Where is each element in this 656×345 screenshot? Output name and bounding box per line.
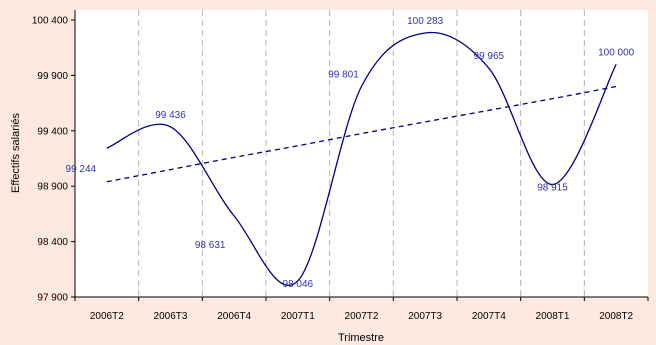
data-label: 99 436: [155, 110, 186, 121]
data-label: 99 244: [66, 164, 97, 175]
x-axis-ticks: 2006T2 2006T3 2006T4 2007T1 2007T2 2007T3 2007…: [74, 297, 649, 322]
grid-lines: [138, 10, 585, 297]
y-tick-label: 97 900: [37, 293, 68, 304]
x-tick-label: 2007T3: [408, 311, 442, 322]
x-tick-label: 2007T4: [472, 311, 506, 322]
y-tick-label: 98 900: [37, 182, 68, 193]
x-tick-label: 2006T4: [217, 311, 251, 322]
trend-line: [106, 85, 617, 183]
series-lines: [106, 31, 617, 286]
x-tick-label: 2007T2: [345, 311, 379, 322]
data-labels: 99 244 99 436 98 631 98 046 99 801 100 283 99 …: [66, 16, 635, 290]
y-tick-label: 98 400: [37, 237, 68, 248]
y-tick-label: 100 400: [32, 16, 69, 27]
series-line: [106, 31, 617, 286]
data-label: 100 000: [598, 47, 635, 58]
data-label: 100 283: [407, 16, 444, 27]
data-label: 98 915: [537, 183, 568, 194]
axes: [74, 10, 648, 298]
y-tick-label: 99 900: [37, 71, 68, 82]
x-tick-label: 2006T3: [154, 311, 188, 322]
plot-area: [75, 10, 648, 297]
y-axis-title: Effectifs salariés: [10, 113, 22, 193]
y-tick-label: 99 400: [37, 126, 68, 137]
x-tick-label: 2008T1: [536, 311, 570, 322]
x-tick-label: 2006T2: [90, 311, 124, 322]
x-axis-title: Trimestre: [338, 332, 384, 344]
data-label: 98 046: [283, 279, 314, 290]
x-tick-label: 2008T2: [599, 311, 633, 322]
data-label: 98 631: [195, 240, 226, 251]
x-tick-label: 2007T1: [281, 311, 315, 322]
y-axis-ticks: 97 900 98 400 98 900 99 400 99 900 100 400: [32, 16, 75, 304]
data-label: 99 801: [328, 69, 359, 80]
data-label: 99 965: [474, 51, 505, 62]
